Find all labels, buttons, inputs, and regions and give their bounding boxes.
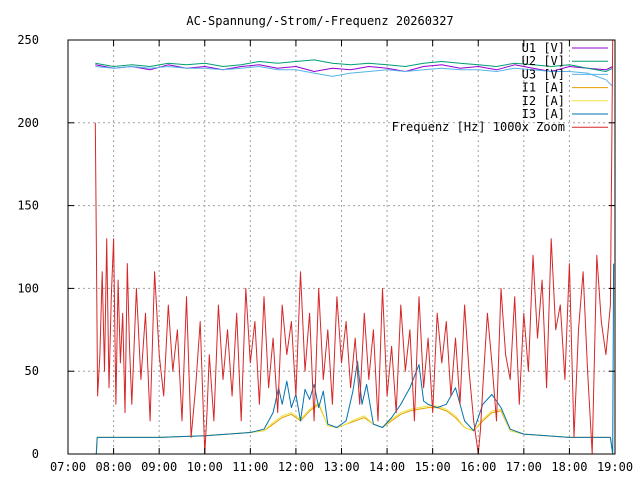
legend-label: U3 [V] <box>522 67 565 81</box>
x-tick-label: 08:00 <box>96 460 132 474</box>
legend: U1 [V]U2 [V]U3 [V]I1 [A]I2 [A]I3 [A]Freq… <box>392 41 608 134</box>
x-tick-label: 10:00 <box>187 460 223 474</box>
legend-label: U1 [V] <box>522 41 565 55</box>
x-tick-label: 12:00 <box>278 460 314 474</box>
x-tick-label: 11:00 <box>232 460 268 474</box>
y-tick-label: 100 <box>17 281 39 295</box>
series-line-6 <box>95 263 615 454</box>
y-tick-label: 150 <box>17 199 39 213</box>
series-layer <box>94 40 615 454</box>
series-line-7 <box>94 40 614 454</box>
legend-label: I2 [A] <box>522 94 565 108</box>
y-tick-label: 250 <box>17 33 39 47</box>
x-tick-label: 15:00 <box>415 460 451 474</box>
y-tick-label: 50 <box>25 364 39 378</box>
x-tick-label: 13:00 <box>323 460 359 474</box>
x-tick-label: 17:00 <box>506 460 542 474</box>
legend-label: U2 [V] <box>522 54 565 68</box>
x-tick-label: 19:00 <box>597 460 633 474</box>
chart-title: AC-Spannung/-Strom/-Frequenz 20260327 <box>186 14 453 28</box>
series-line-2 <box>95 59 613 72</box>
x-tick-label: 09:00 <box>141 460 177 474</box>
legend-label: I3 [A] <box>522 107 565 121</box>
x-tick-label: 16:00 <box>460 460 496 474</box>
ticks: 0 50 100 150 200 250 07:00 08:00 09:00 10:00 11:00… <box>17 33 633 474</box>
legend-label: Frequenz [Hz] 1000x Zoom <box>392 120 565 134</box>
x-tick-label: 18:00 <box>551 460 587 474</box>
y-tick-label: 0 <box>32 447 39 461</box>
y-tick-label: 200 <box>17 116 39 130</box>
x-tick-label: 07:00 <box>50 460 86 474</box>
legend-label: I1 [A] <box>522 81 565 95</box>
series-line-3 <box>95 66 614 87</box>
x-tick-label: 14:00 <box>369 460 405 474</box>
